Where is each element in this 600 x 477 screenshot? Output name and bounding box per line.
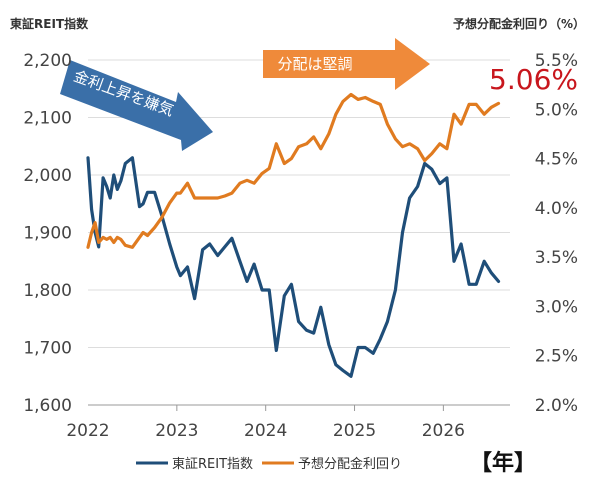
right-tick-label: 2.0% — [535, 396, 578, 416]
left-tick-label: 2,000 — [23, 166, 72, 186]
left-tick-label: 1,600 — [23, 396, 72, 416]
x-axis-unit: 【年】 — [470, 450, 536, 476]
right-tick-label: 4.5% — [535, 150, 578, 170]
right-tick-label: 4.0% — [535, 199, 578, 219]
right-axis-title: 予想分配金利回り（%） — [453, 16, 585, 31]
legend: 東証REIT指数 予想分配金利回り — [136, 456, 402, 472]
right-tick-label: 3.0% — [535, 297, 578, 317]
right-tick-label: 3.5% — [535, 248, 578, 268]
annotation-payout-label: 分配は堅調 — [277, 55, 352, 73]
left-axis-title: 東証REIT指数 — [10, 16, 89, 31]
x-tick-label: 2023 — [155, 421, 198, 441]
x-tick-label: 2024 — [244, 421, 287, 441]
left-tick-label: 1,700 — [23, 339, 72, 359]
orange-arrow-shape — [263, 38, 430, 90]
series-lines — [86, 92, 501, 378]
x-tick-label: 2025 — [333, 421, 376, 441]
latest-yield-highlight: 5.06% — [489, 63, 578, 96]
legend-label-yield: 予想分配金利回り — [298, 456, 402, 472]
left-tick-label: 1,900 — [23, 224, 72, 244]
right-tick-label: 2.5% — [535, 347, 578, 367]
axes: 1,600 1,700 1,800 1,900 2,000 2,100 2,200 2.0% 2… — [23, 51, 578, 441]
x-tick-label: 2022 — [66, 421, 109, 441]
left-tick-label: 2,100 — [23, 109, 72, 129]
right-tick-label: 5.0% — [535, 100, 578, 120]
x-tick-label: 2026 — [422, 421, 465, 441]
right-tick-label: 5.5% — [535, 51, 578, 71]
series-line-dividend-yield — [86, 92, 501, 249]
legend-label-reit: 東証REIT指数 — [172, 456, 253, 472]
left-tick-label: 1,800 — [23, 281, 72, 301]
series-line-reit-index — [86, 156, 501, 378]
blue-arrow-shape — [60, 60, 213, 151]
annotation-arrows: 金利上昇を嫌気 分配は堅調 — [60, 38, 430, 151]
left-tick-label: 2,200 — [23, 51, 72, 71]
